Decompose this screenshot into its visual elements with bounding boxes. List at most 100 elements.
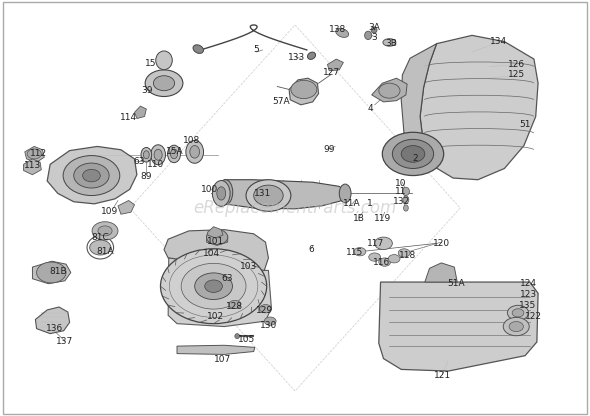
Circle shape [509, 322, 523, 332]
Ellipse shape [371, 27, 377, 33]
Circle shape [206, 230, 228, 245]
Ellipse shape [235, 334, 240, 339]
Text: 115: 115 [346, 248, 363, 257]
Text: 99: 99 [323, 145, 335, 154]
Text: 117: 117 [367, 239, 385, 248]
Polygon shape [118, 201, 135, 214]
Text: 1B: 1B [353, 214, 365, 223]
Polygon shape [24, 159, 41, 175]
Text: 120: 120 [432, 239, 450, 248]
Text: 134: 134 [490, 37, 507, 46]
Polygon shape [35, 307, 70, 334]
Text: 81C: 81C [91, 233, 109, 242]
Text: 109: 109 [100, 207, 118, 216]
Text: 102: 102 [206, 312, 224, 322]
Circle shape [388, 255, 400, 263]
Circle shape [98, 226, 112, 236]
Text: 11A: 11A [343, 199, 361, 208]
Circle shape [205, 280, 222, 292]
Circle shape [512, 309, 524, 317]
Polygon shape [177, 345, 255, 354]
Circle shape [254, 185, 283, 206]
Circle shape [503, 317, 529, 336]
Ellipse shape [151, 145, 165, 165]
Circle shape [153, 76, 175, 91]
Text: 51: 51 [519, 120, 531, 129]
Text: 89: 89 [140, 172, 152, 181]
Circle shape [260, 305, 271, 313]
Polygon shape [25, 146, 44, 162]
FancyBboxPatch shape [3, 2, 587, 414]
Text: 10: 10 [395, 178, 407, 188]
Text: 100: 100 [201, 185, 218, 194]
Polygon shape [289, 78, 319, 105]
Circle shape [195, 273, 232, 300]
Text: 125: 125 [507, 70, 525, 79]
Text: 112: 112 [30, 149, 47, 158]
Polygon shape [168, 258, 271, 327]
Circle shape [264, 317, 276, 325]
Circle shape [246, 180, 291, 211]
Text: 136: 136 [46, 324, 64, 333]
Text: 116: 116 [373, 258, 391, 267]
Polygon shape [379, 282, 538, 371]
Text: 110: 110 [147, 160, 165, 169]
Circle shape [382, 132, 444, 176]
Text: 119: 119 [373, 214, 391, 223]
Text: 39: 39 [142, 86, 153, 95]
Ellipse shape [339, 184, 351, 203]
Polygon shape [425, 263, 457, 282]
Text: 128: 128 [225, 302, 243, 311]
Polygon shape [32, 261, 71, 284]
Text: 105: 105 [238, 334, 255, 344]
Text: 121: 121 [434, 371, 451, 380]
Circle shape [92, 222, 118, 240]
Circle shape [392, 139, 434, 168]
Circle shape [27, 149, 41, 159]
Ellipse shape [217, 187, 225, 200]
Text: 2: 2 [412, 154, 418, 163]
Text: 15: 15 [145, 59, 156, 68]
Text: 108: 108 [182, 136, 200, 145]
Circle shape [160, 249, 267, 324]
Polygon shape [327, 59, 343, 71]
Text: 131: 131 [254, 189, 271, 198]
Text: 138: 138 [329, 25, 347, 34]
Text: 51A: 51A [447, 279, 465, 288]
Ellipse shape [404, 205, 408, 211]
Text: 132: 132 [392, 197, 410, 206]
Circle shape [379, 83, 400, 98]
Text: 130: 130 [260, 321, 277, 330]
Ellipse shape [186, 140, 204, 163]
Polygon shape [135, 106, 146, 119]
Text: 104: 104 [202, 249, 220, 258]
Circle shape [74, 163, 109, 188]
Text: 101: 101 [206, 237, 224, 246]
Text: 135: 135 [519, 301, 537, 310]
Text: 63: 63 [221, 274, 233, 283]
Circle shape [145, 70, 183, 97]
Polygon shape [164, 230, 268, 279]
Polygon shape [372, 78, 407, 102]
Text: 57A: 57A [273, 97, 290, 106]
Circle shape [291, 80, 317, 99]
Circle shape [181, 263, 246, 309]
Text: 5: 5 [254, 45, 260, 54]
Text: 15A: 15A [166, 147, 184, 156]
Text: 6: 6 [308, 245, 314, 254]
Text: 3B: 3B [385, 39, 397, 48]
Text: 137: 137 [56, 337, 74, 347]
Ellipse shape [143, 151, 149, 159]
Circle shape [369, 253, 381, 261]
Ellipse shape [168, 145, 181, 163]
Ellipse shape [218, 180, 232, 205]
Text: 81A: 81A [96, 247, 114, 256]
Text: 81B: 81B [49, 267, 67, 276]
Circle shape [90, 240, 111, 255]
Circle shape [379, 258, 391, 266]
Ellipse shape [307, 52, 316, 59]
Text: 127: 127 [323, 68, 340, 77]
Text: 118: 118 [398, 251, 416, 260]
Circle shape [375, 237, 392, 250]
Text: 124: 124 [520, 279, 536, 288]
